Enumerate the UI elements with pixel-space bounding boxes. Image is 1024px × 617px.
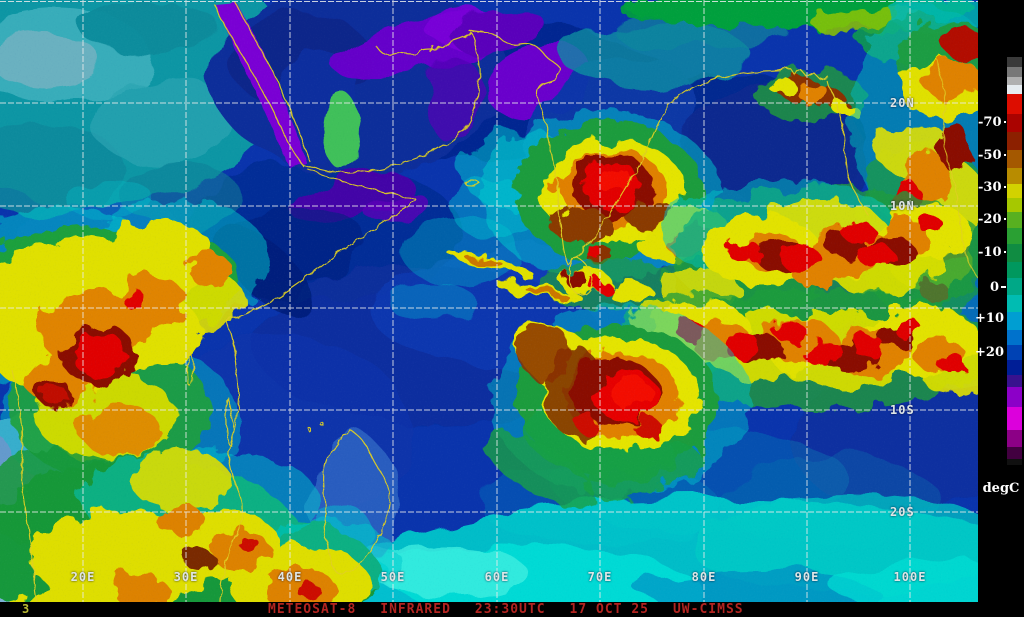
tick-dash [1003, 218, 1006, 220]
grid-label-90e: 90E [794, 570, 820, 584]
grid-label-60e: 60E [484, 570, 510, 584]
grain-overlay-dark [0, 0, 978, 602]
colorbar-tick-label: -20 [978, 211, 1002, 227]
colorbar-tick: -30 [978, 180, 1006, 194]
colorbar-tick: -50 [978, 148, 1006, 162]
caption-satellite: METEOSAT-8 [268, 602, 357, 617]
colorbar-tick: -70 [978, 115, 1006, 129]
colorbar-tick-label: -50 [978, 147, 1002, 163]
tick-dash [1003, 121, 1006, 123]
colorbar-tick: -10 [978, 245, 1006, 259]
grid-label-10s: 10S [890, 403, 915, 417]
colorbar-tick: +10 [975, 310, 1006, 326]
grid-label-10n: 10N [890, 199, 915, 213]
tick-dash [1003, 186, 1006, 188]
grid-label-20n: 20N [890, 96, 915, 110]
grid-label-20e: 20E [70, 570, 96, 584]
colorbar-tick-label: +20 [975, 344, 1004, 360]
caption: METEOSAT-8 INFRARED 23:30UTC 17 OCT 25 U… [268, 603, 744, 616]
colorbar-panel: -70 -50 -30 -20 -10 0 +10 +20 degC [975, 0, 1024, 602]
grid-label-50e: 50E [380, 570, 406, 584]
satellite-ir-image [0, 0, 978, 602]
tick-dash [1003, 154, 1006, 156]
colorbar-tick-label: +10 [975, 310, 1004, 326]
temperature-colorbar [1007, 57, 1022, 465]
colorbar-tick-label: -30 [978, 179, 1002, 195]
grid-label-40e: 40E [277, 570, 303, 584]
status-bar: 3 METEOSAT-8 INFRARED 23:30UTC 17 OCT 25… [0, 602, 1024, 617]
colorbar-tick: +20 [975, 344, 1006, 360]
grid-label-30e: 30E [173, 570, 199, 584]
grid-label-20s: 20S [890, 505, 915, 519]
tick-dash [1003, 251, 1006, 253]
colorbar-tick-label: -10 [978, 244, 1002, 260]
colorbar-tick-label: -70 [978, 114, 1002, 130]
caption-channel: INFRARED [380, 602, 451, 617]
caption-date: 17 OCT 25 [569, 602, 649, 617]
caption-time: 23:30UTC [474, 602, 546, 617]
caption-source: UW-CIMSS [672, 602, 744, 617]
grid-label-100e: 100E [893, 570, 927, 584]
tick-dash [1001, 286, 1006, 288]
colorbar-unit-label: degC [982, 481, 1020, 496]
grid-label-80e: 80E [691, 570, 717, 584]
grid-label-70e: 70E [587, 570, 613, 584]
frame-number: 3 [22, 602, 30, 616]
satellite-map: 20N 10N 10S 20S 20E 30E 40E 50E 60E 70E … [0, 0, 978, 602]
colorbar-tick: -20 [978, 212, 1006, 226]
colorbar-tick-label: 0 [989, 279, 999, 295]
colorbar-tick: 0 [978, 280, 1006, 294]
